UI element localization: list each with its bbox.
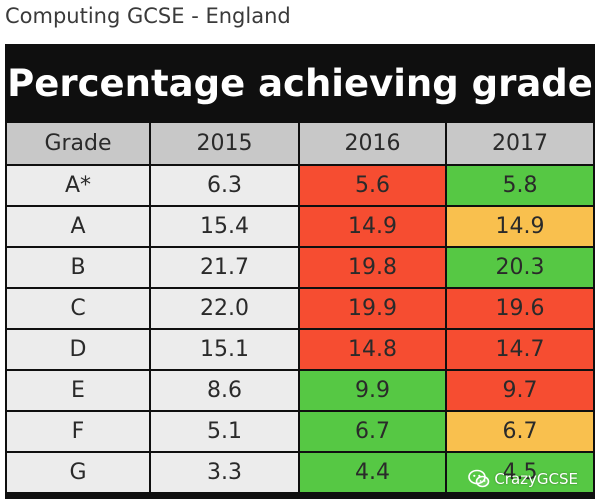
value-cell: 22.0 bbox=[151, 289, 298, 328]
value-cell: 14.9 bbox=[300, 207, 445, 246]
value-cell: 3.3 bbox=[151, 453, 298, 492]
table-title: Percentage achieving grade bbox=[7, 62, 593, 105]
value-cell: 19.9 bbox=[300, 289, 445, 328]
value-cell: 15.4 bbox=[151, 207, 298, 246]
value-cell: 19.8 bbox=[300, 248, 445, 287]
value-cell: 15.1 bbox=[151, 330, 298, 369]
value-cell: 5.6 bbox=[300, 166, 445, 205]
value-cell: 21.7 bbox=[151, 248, 298, 287]
value-cell: 14.7 bbox=[447, 330, 593, 369]
value-cell: 6.7 bbox=[447, 412, 593, 451]
value-cell: 14.9 bbox=[447, 207, 593, 246]
grade-cell: A* bbox=[7, 166, 149, 205]
value-cell: 9.7 bbox=[447, 371, 593, 410]
grade-cell: C bbox=[7, 289, 149, 328]
value-cell: 8.6 bbox=[151, 371, 298, 410]
watermark: CrazyGCSE bbox=[468, 469, 578, 489]
value-cell: 6.7 bbox=[300, 412, 445, 451]
value-cell: 6.3 bbox=[151, 166, 298, 205]
value-cell: 5.8 bbox=[447, 166, 593, 205]
value-cell: 4.5 bbox=[447, 453, 593, 492]
grade-cell: A bbox=[7, 207, 149, 246]
value-cell: 5.1 bbox=[151, 412, 298, 451]
column-header: Grade bbox=[7, 123, 149, 164]
column-header: 2016 bbox=[300, 123, 445, 164]
value-cell: 14.8 bbox=[300, 330, 445, 369]
column-header: 2017 bbox=[447, 123, 593, 164]
grade-cell: G bbox=[7, 453, 149, 492]
watermark-text: CrazyGCSE bbox=[494, 470, 578, 488]
value-cell: 20.3 bbox=[447, 248, 593, 287]
results-table: Percentage achieving grade Grade 2015 2016… bbox=[5, 44, 595, 499]
wechat-icon bbox=[468, 469, 490, 489]
grade-cell: F bbox=[7, 412, 149, 451]
value-cell: 19.6 bbox=[447, 289, 593, 328]
value-cell: 9.9 bbox=[300, 371, 445, 410]
grade-cell: E bbox=[7, 371, 149, 410]
grade-cell: D bbox=[7, 330, 149, 369]
grade-cell: B bbox=[7, 248, 149, 287]
value-cell: 4.4 bbox=[300, 453, 445, 492]
column-header: 2015 bbox=[151, 123, 298, 164]
page-subtitle: Computing GCSE - England bbox=[5, 4, 291, 28]
